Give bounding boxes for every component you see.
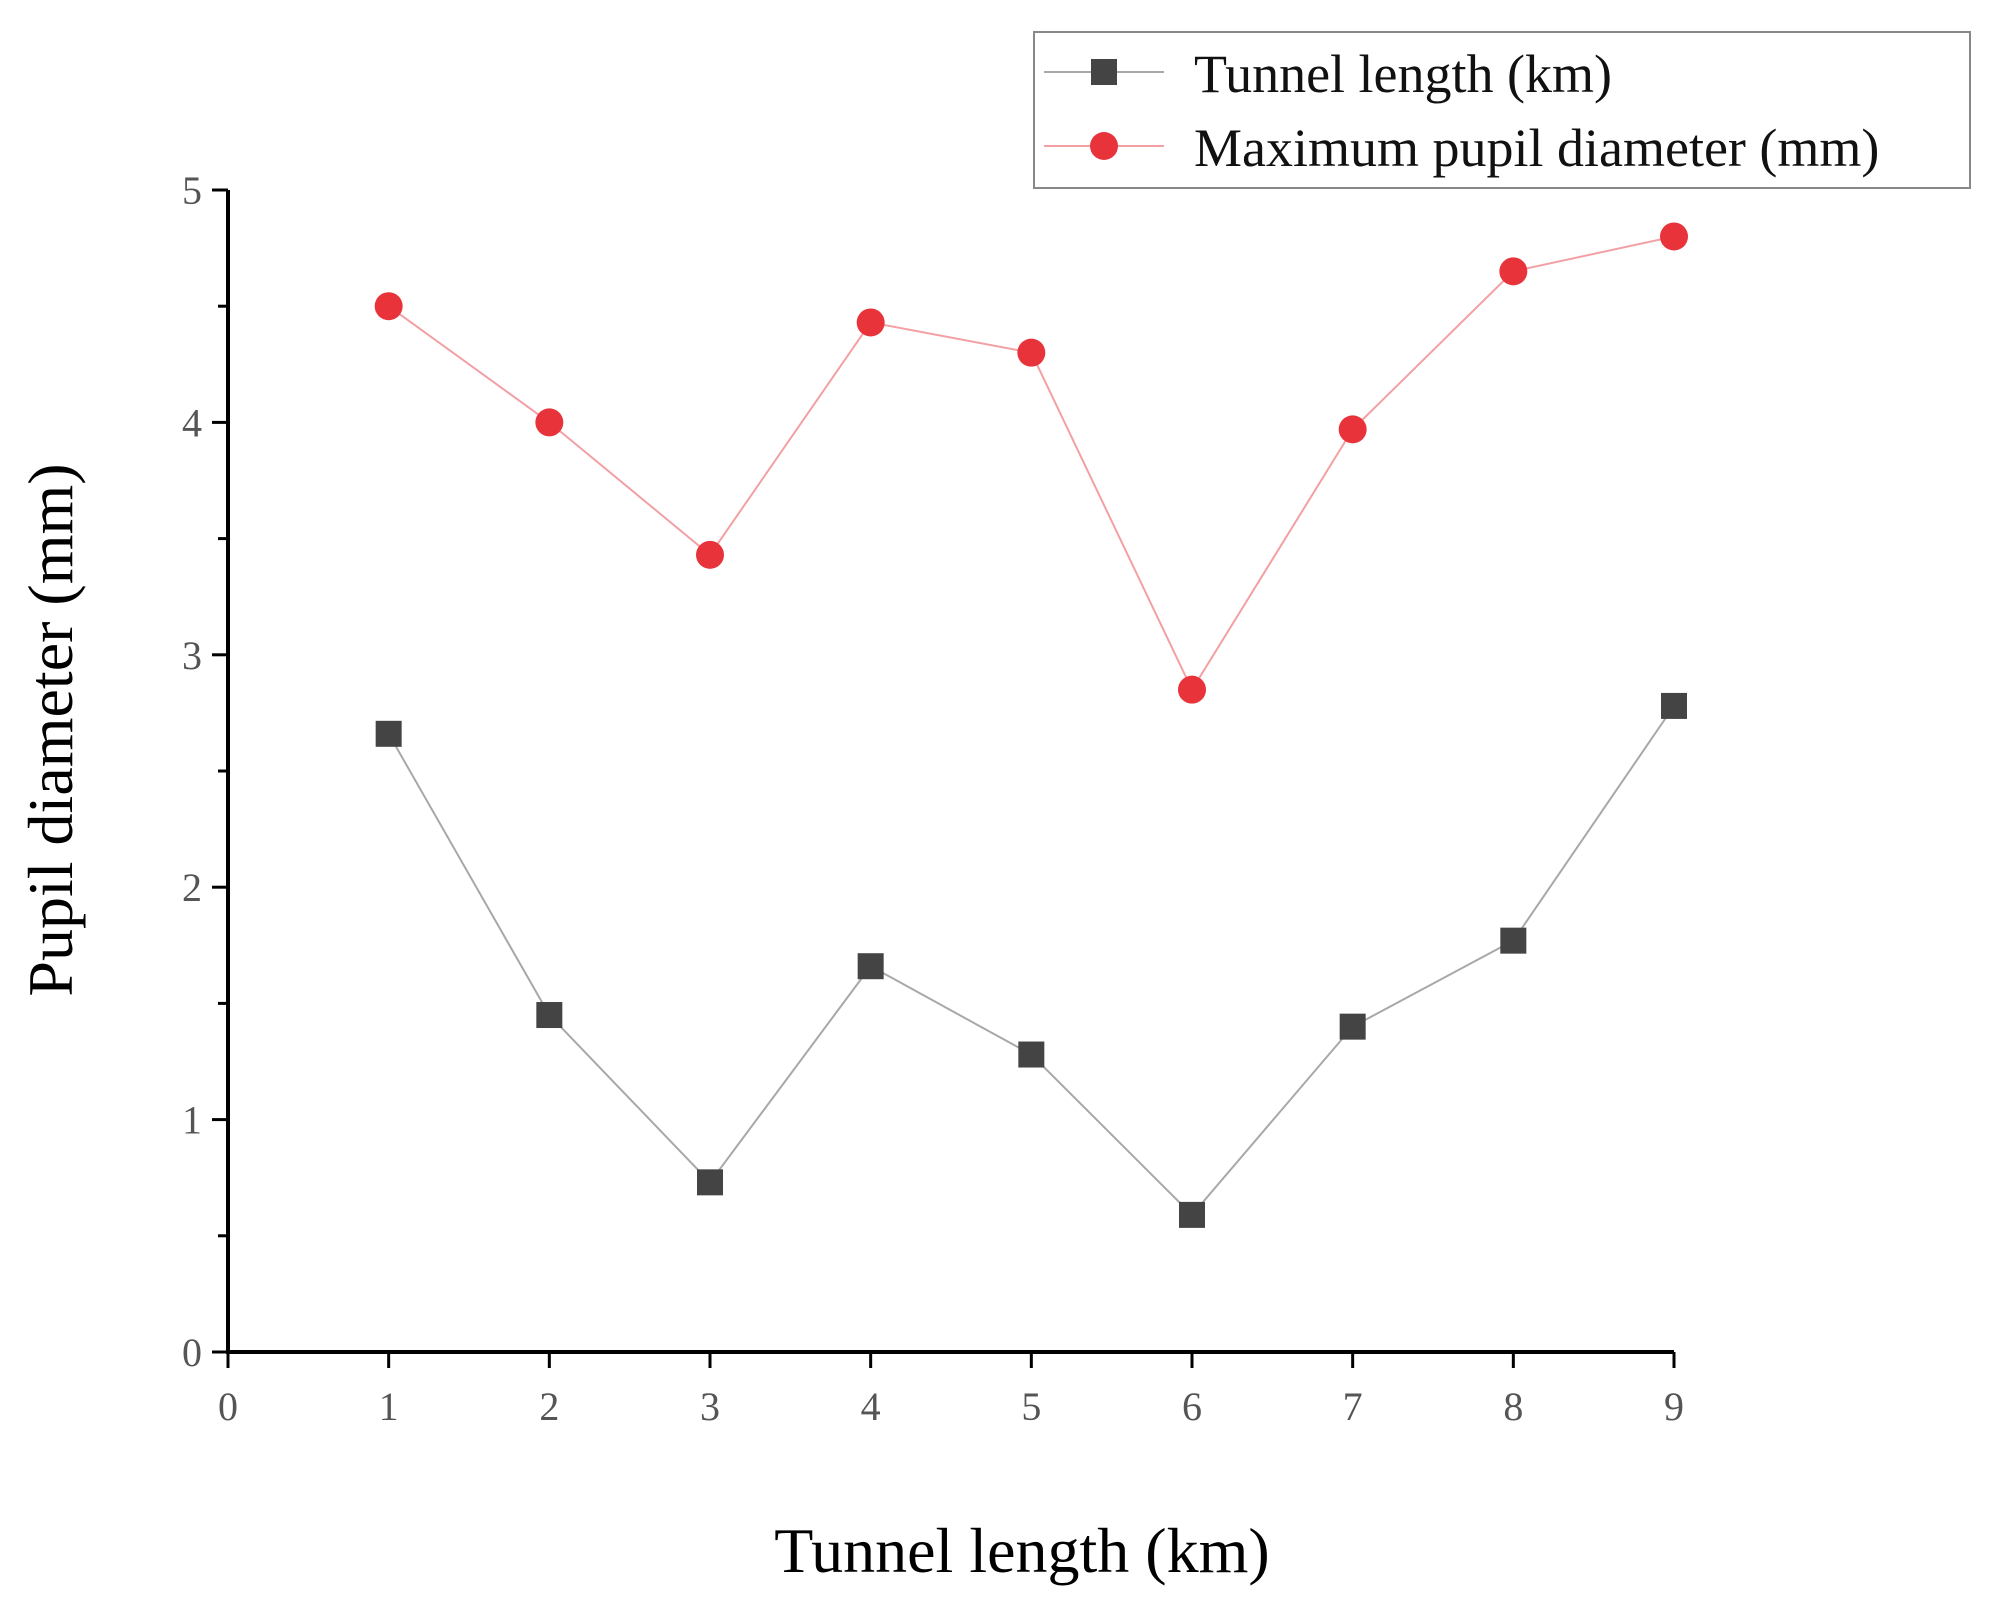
legend: Tunnel length (km) Maximum pupil diamete… [1033, 31, 1971, 189]
data-point-1 [1178, 675, 1206, 704]
series-layer [374, 222, 1688, 1228]
data-point-0 [1018, 1041, 1045, 1068]
data-point-1 [856, 308, 885, 337]
data-point-0 [697, 1169, 723, 1196]
data-point-0 [1500, 927, 1527, 954]
x-tick-label: 0 [218, 1384, 238, 1429]
x-tick-label: 1 [379, 1384, 399, 1429]
series-line-1 [388, 235, 1675, 692]
y-ticks: 0 1 2 3 4 5 [182, 168, 228, 1375]
legend-label-tunnel: Tunnel length (km) [1194, 44, 1612, 104]
y-axis-title: Pupil diameter (mm) [15, 463, 86, 996]
x-tick-label: 5 [1021, 1384, 1041, 1429]
x-tick-label: 9 [1664, 1384, 1684, 1429]
y-tick-label: 0 [182, 1330, 202, 1375]
series-line-0 [387, 705, 1675, 1217]
axes [226, 190, 1674, 1354]
y-tick-label: 4 [182, 400, 202, 445]
data-point-1 [1338, 415, 1367, 444]
x-tick-label: 4 [861, 1384, 881, 1429]
legend-label-pupil: Maximum pupil diameter (mm) [1194, 118, 1879, 178]
x-tick-label: 2 [539, 1384, 559, 1429]
data-point-0 [1661, 692, 1687, 719]
data-point-0 [536, 1002, 563, 1029]
data-point-1 [1017, 338, 1046, 367]
legend-marker-pupil [1090, 132, 1118, 160]
data-point-1 [1499, 257, 1528, 286]
x-tick-label: 3 [700, 1384, 720, 1429]
data-point-0 [1179, 1201, 1205, 1228]
x-tick-label: 8 [1503, 1384, 1523, 1429]
y-tick-label: 3 [182, 633, 202, 678]
data-point-1 [374, 292, 403, 321]
data-point-1 [696, 540, 724, 569]
y-tick-label: 1 [182, 1098, 202, 1143]
x-tick-label: 7 [1343, 1384, 1363, 1429]
y-tick-label: 2 [182, 865, 202, 910]
data-point-0 [1339, 1013, 1366, 1040]
data-point-1 [1660, 222, 1688, 251]
x-tick-label: 6 [1182, 1384, 1202, 1429]
x-ticks: 0 1 2 3 4 5 6 7 8 9 [218, 1352, 1684, 1429]
data-point-0 [857, 953, 884, 980]
legend-marker-tunnel [1091, 59, 1117, 85]
data-point-1 [535, 408, 564, 437]
legend-box [1033, 31, 1971, 189]
data-point-0 [375, 720, 402, 747]
x-axis-title: Tunnel length (km) [774, 1515, 1269, 1586]
y-tick-label: 5 [182, 168, 202, 213]
